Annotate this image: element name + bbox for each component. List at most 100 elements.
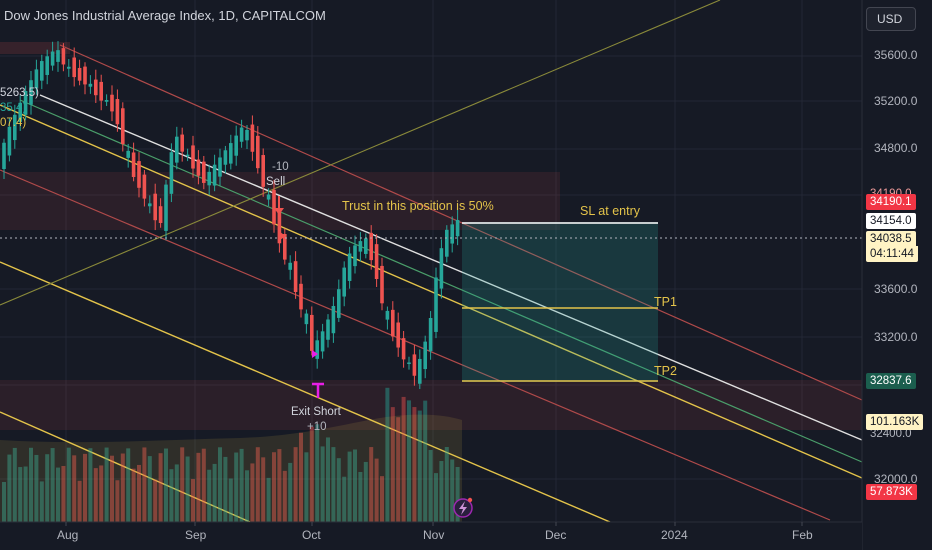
candle-body bbox=[218, 157, 222, 177]
candle-body bbox=[164, 184, 168, 231]
candle-body bbox=[353, 245, 357, 267]
volume-bar bbox=[261, 457, 266, 522]
volume-bar bbox=[380, 476, 384, 522]
volume-bar bbox=[434, 473, 438, 522]
volume-bar bbox=[201, 448, 206, 522]
volume-bar bbox=[153, 479, 158, 522]
trust-annotation[interactable]: Trust in this position is 50% bbox=[342, 199, 494, 213]
volume-bar bbox=[336, 458, 341, 522]
exit-short-marker[interactable] bbox=[312, 382, 324, 398]
candle-body bbox=[407, 362, 411, 365]
tp2-annotation[interactable]: TP2 bbox=[654, 364, 677, 378]
volume-bar bbox=[304, 452, 309, 522]
candle-body bbox=[250, 124, 255, 152]
volume-bar bbox=[353, 449, 357, 522]
date-axis-label: 2024 bbox=[661, 528, 688, 542]
sell-marker[interactable] bbox=[274, 196, 284, 215]
candle-body bbox=[50, 51, 55, 66]
candle-body bbox=[131, 152, 136, 177]
volume-bar bbox=[180, 447, 185, 522]
volume-bar bbox=[439, 461, 444, 522]
candle-body bbox=[212, 164, 217, 186]
candle-body bbox=[412, 354, 417, 376]
volume-bar bbox=[34, 454, 39, 522]
volume-bar bbox=[104, 447, 109, 522]
candle-body bbox=[239, 127, 244, 142]
volume-bar bbox=[369, 447, 374, 522]
candle-body bbox=[261, 155, 265, 187]
volume-bar bbox=[412, 407, 417, 522]
candle-body bbox=[121, 108, 125, 145]
price-scale[interactable] bbox=[862, 0, 932, 550]
volume-ma-area bbox=[0, 414, 462, 522]
candle-body bbox=[56, 50, 60, 62]
candle-body bbox=[153, 193, 157, 221]
lightning-icon[interactable] bbox=[453, 497, 473, 518]
date-axis-label: Feb bbox=[792, 528, 813, 542]
candle-body bbox=[23, 91, 28, 115]
candle-body bbox=[45, 56, 49, 75]
support-zone bbox=[0, 380, 862, 430]
candle-body bbox=[385, 310, 390, 320]
volume-bar bbox=[299, 432, 303, 522]
candle-body bbox=[7, 126, 12, 156]
candle-body bbox=[148, 203, 152, 207]
volume-bar bbox=[174, 464, 179, 522]
candle-body bbox=[272, 189, 276, 225]
profit-zone[interactable] bbox=[462, 222, 658, 382]
candle-body bbox=[401, 338, 406, 360]
volume-bar bbox=[45, 454, 50, 522]
candle-body bbox=[358, 241, 363, 252]
time-scale[interactable] bbox=[0, 522, 862, 550]
candle-body bbox=[288, 262, 292, 270]
volume-bar bbox=[288, 462, 293, 522]
sl-annotation[interactable]: SL at entry bbox=[580, 204, 640, 218]
candle-body bbox=[126, 150, 130, 158]
candlestick-series[interactable] bbox=[2, 41, 460, 390]
price-tag-current: 34038.5 bbox=[866, 231, 916, 247]
candle-body bbox=[94, 79, 98, 96]
volume-bar bbox=[93, 468, 98, 522]
price-tag-white: 34154.0 bbox=[866, 213, 916, 229]
tp1-annotation[interactable]: TP1 bbox=[654, 295, 677, 309]
volume-bar bbox=[39, 481, 44, 522]
candle-body bbox=[347, 253, 352, 281]
candle-body bbox=[391, 309, 395, 337]
volume-bar bbox=[363, 461, 368, 522]
volume-bar bbox=[207, 469, 212, 522]
chart-title: Dow Jones Industrial Average Index, 1D, … bbox=[4, 8, 326, 23]
volume-bar bbox=[309, 426, 314, 522]
volume-bar bbox=[293, 447, 298, 522]
volume-bar bbox=[255, 447, 260, 522]
volume-bar bbox=[266, 477, 271, 522]
volume-bar bbox=[396, 417, 401, 522]
trend-channel[interactable] bbox=[0, 0, 863, 523]
volume-bar bbox=[23, 466, 28, 522]
candle-body bbox=[61, 48, 66, 65]
date-axis-label: Sep bbox=[185, 528, 207, 542]
candle-body bbox=[450, 224, 454, 244]
candle-body bbox=[293, 261, 298, 292]
volume-bar bbox=[147, 456, 152, 522]
volume-bar bbox=[385, 387, 390, 522]
candle-body bbox=[245, 130, 249, 141]
volume-bar bbox=[83, 453, 87, 522]
candle-body bbox=[67, 66, 71, 69]
currency-button[interactable]: USD bbox=[866, 7, 916, 31]
candle-body bbox=[266, 194, 271, 200]
volume-bar bbox=[272, 452, 276, 522]
candle-body bbox=[304, 313, 309, 325]
candle-body bbox=[88, 83, 93, 87]
candle-body bbox=[29, 80, 33, 105]
volume-bar bbox=[158, 453, 163, 522]
volume-bar bbox=[326, 437, 330, 522]
candle-body bbox=[110, 94, 114, 112]
volume-bar bbox=[12, 447, 17, 522]
candle-body bbox=[374, 244, 379, 279]
volume-bar bbox=[115, 480, 120, 522]
entry-marker-icon bbox=[280, 232, 286, 240]
volume-bar bbox=[428, 449, 433, 522]
volume-bar bbox=[320, 446, 325, 522]
volume-bar bbox=[277, 449, 282, 522]
